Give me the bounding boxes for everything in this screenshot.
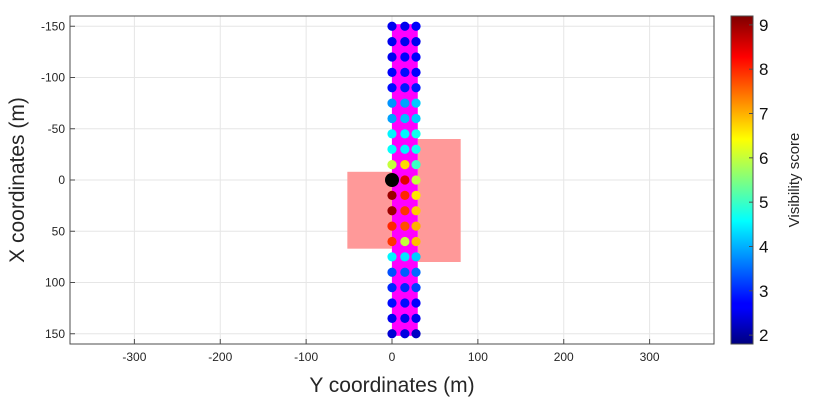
- data-point: [400, 252, 410, 262]
- x-tick-label: -100: [294, 350, 318, 364]
- data-point: [411, 221, 421, 231]
- data-point: [387, 236, 397, 247]
- data-point: [387, 37, 397, 47]
- data-point: [400, 67, 410, 77]
- data-point: [411, 21, 421, 31]
- data-point: [411, 144, 421, 154]
- data-point: [387, 129, 397, 139]
- data-point: [411, 190, 421, 200]
- obstacle-region: [417, 139, 461, 262]
- data-point: [400, 21, 410, 31]
- y-tick-label: 0: [58, 173, 65, 187]
- data-point: [411, 52, 421, 62]
- y-tick-label: 150: [45, 327, 65, 341]
- data-point: [400, 298, 410, 308]
- data-point: [400, 190, 410, 200]
- data-point: [411, 175, 421, 185]
- data-point: [411, 267, 421, 277]
- y-tick-label: 50: [52, 224, 66, 238]
- x-tick-label: -300: [122, 350, 146, 364]
- y-tick-label: -150: [41, 19, 65, 33]
- data-point: [387, 298, 397, 308]
- data-point: [387, 144, 397, 154]
- data-point: [400, 206, 410, 216]
- data-point: [400, 98, 410, 108]
- data-point: [387, 98, 397, 108]
- data-point: [387, 252, 397, 262]
- y-axis-label: X coordinates (m): [6, 97, 29, 263]
- data-point: [387, 113, 397, 124]
- colorbar-tick-label: 8: [759, 60, 768, 79]
- data-point: [400, 313, 410, 323]
- data-point: [400, 113, 410, 124]
- data-point: [387, 21, 397, 31]
- data-point: [400, 236, 410, 247]
- data-point: [411, 329, 421, 339]
- y-tick-label: 100: [45, 276, 65, 290]
- x-tick-label: 100: [468, 350, 488, 364]
- data-point: [400, 175, 410, 185]
- colorbar-tick-label: 5: [759, 193, 768, 212]
- data-point: [411, 160, 421, 170]
- data-point: [387, 313, 397, 323]
- data-point: [387, 83, 397, 93]
- axis-ticks: -300 -200 -100 0 100 200 300 -150 -100 -50 0 50 100 1…: [41, 19, 660, 364]
- data-point: [400, 144, 410, 154]
- colorbar-tick-label: 3: [759, 282, 768, 301]
- highlight-point: [385, 173, 399, 187]
- x-tick-label: 200: [554, 350, 574, 364]
- data-point: [411, 252, 421, 262]
- data-point: [400, 52, 410, 62]
- colorbar-label: Visibility score: [786, 133, 803, 228]
- data-point: [387, 283, 397, 293]
- colorbar-tick-label: 4: [759, 237, 768, 256]
- data-point: [387, 52, 397, 62]
- data-point: [387, 267, 397, 277]
- data-point: [411, 98, 421, 108]
- y-tick-label: -100: [41, 71, 65, 85]
- data-point: [387, 67, 397, 77]
- data-point: [411, 129, 421, 139]
- colorbar: [730, 15, 754, 345]
- data-point: [411, 313, 421, 323]
- data-point: [411, 283, 421, 293]
- data-point: [400, 221, 410, 231]
- x-axis-label: Y coordinates (m): [309, 374, 474, 397]
- data-point: [411, 113, 421, 124]
- data-point: [387, 160, 397, 170]
- data-point: [411, 206, 421, 216]
- data-point: [411, 67, 421, 77]
- x-tick-label: -200: [208, 350, 232, 364]
- colorbar-tick-label: 7: [759, 105, 768, 124]
- data-point: [400, 329, 410, 339]
- data-point: [387, 329, 397, 339]
- colorbar-tick-label: 9: [759, 16, 768, 35]
- data-point: [387, 221, 397, 231]
- data-point: [411, 83, 421, 93]
- data-point: [400, 283, 410, 293]
- data-point: [387, 206, 397, 216]
- obstacle-region: [347, 171, 392, 249]
- data-point: [411, 298, 421, 308]
- data-point: [400, 160, 410, 170]
- data-point: [411, 236, 421, 247]
- colorbar-tick-label: 2: [759, 326, 768, 345]
- plot-area: [347, 21, 461, 339]
- data-point: [400, 83, 410, 93]
- colorbar-ticks: 2 3 4 5 6 7 8 9: [749, 16, 768, 345]
- colorbar-tick-label: 6: [759, 149, 768, 168]
- data-point: [411, 37, 421, 47]
- y-tick-label: -50: [48, 122, 66, 136]
- data-point: [400, 129, 410, 139]
- data-point: [400, 37, 410, 47]
- data-point: [387, 190, 397, 200]
- x-tick-label: 0: [389, 350, 396, 364]
- data-point: [400, 267, 410, 277]
- x-tick-label: 300: [640, 350, 660, 364]
